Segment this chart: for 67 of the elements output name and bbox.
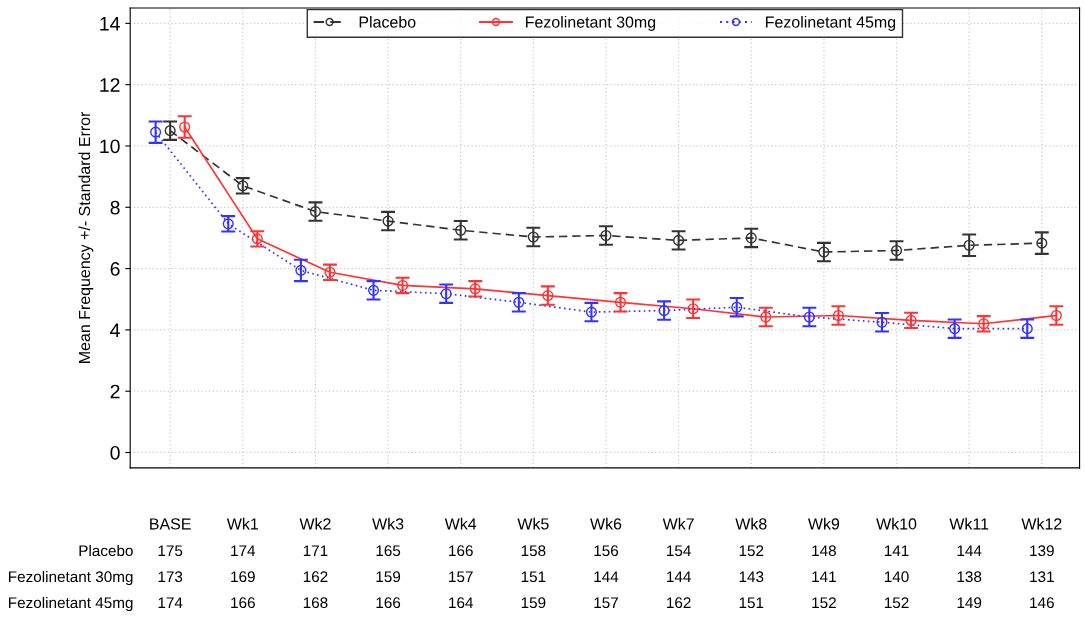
text: 152 [812,597,836,609]
text: 141 [884,545,909,556]
text: 174 [158,597,183,608]
text: 151 [739,597,764,609]
text: 149 [957,597,982,609]
text: 158 [521,545,546,557]
text: 151 [521,571,546,583]
text: 148 [812,545,836,557]
y-tick-label: 0 [110,445,120,460]
x-tick-label: Wk2 [299,517,331,530]
text: 144 [667,571,691,582]
text: Placebo [79,544,133,557]
text: 143 [739,571,764,583]
text: 159 [521,597,546,609]
text: 171 [303,545,328,556]
x-tick-label: Wk9 [807,517,840,530]
x-tick-label: Wk5 [517,517,549,530]
text: 152 [739,545,764,557]
text: 131 [1030,571,1054,583]
text: 165 [376,545,401,557]
y-tick-label: 4 [110,323,120,337]
text: 166 [376,597,401,609]
y-tick-label: 8 [110,200,120,215]
text: 175 [158,545,183,557]
y-tick-label: 12 [100,78,120,92]
x-tick-label: Wk3 [372,517,404,530]
text: 154 [667,545,691,557]
text: 166 [449,545,473,557]
x-tick-label: Wk1 [226,517,258,530]
text: 166 [231,597,255,609]
x-tick-label: Wk11 [949,517,989,530]
x-tick-label: Wk8 [735,517,767,530]
x-tick-label: Wk6 [590,517,622,530]
text: 152 [884,597,909,609]
text: 139 [1030,545,1054,557]
x-tick-label: BASE [150,518,191,530]
text: 140 [884,571,909,583]
legend-label: Placebo [359,16,416,28]
legend-label: Fezolinetant 45mg [766,16,896,31]
text: 157 [449,571,473,583]
y-tick-label: 2 [110,384,120,399]
text: 159 [376,571,401,583]
text: 146 [1030,597,1054,609]
text: 138 [957,571,982,583]
text: Fezolinetant 45mg [9,596,133,612]
x-tick-label: Wk4 [444,517,477,530]
text: 162 [667,597,691,609]
legend-label: Fezolinetant 30mg [526,16,656,31]
text: 174 [231,545,256,556]
text: 168 [303,597,328,609]
text: 156 [594,545,619,557]
text: 162 [303,571,328,583]
text: 141 [812,571,836,582]
x-tick-label: Wk12 [1021,517,1062,530]
text: 144 [957,545,982,556]
y-axis-title: Mean Frequency +/- Standard Error [78,111,94,363]
text: 169 [231,571,255,583]
text: 164 [449,597,473,609]
y-tick-label: 14 [100,17,120,31]
text: 157 [594,597,618,609]
text: 144 [594,571,619,582]
text: 173 [158,571,183,583]
y-tick-label: 6 [110,262,120,276]
text: Fezolinetant 30mg [9,570,133,586]
x-tick-label: Wk7 [662,517,694,530]
y-tick-label: 10 [100,139,120,154]
x-tick-label: Wk10 [876,517,917,530]
